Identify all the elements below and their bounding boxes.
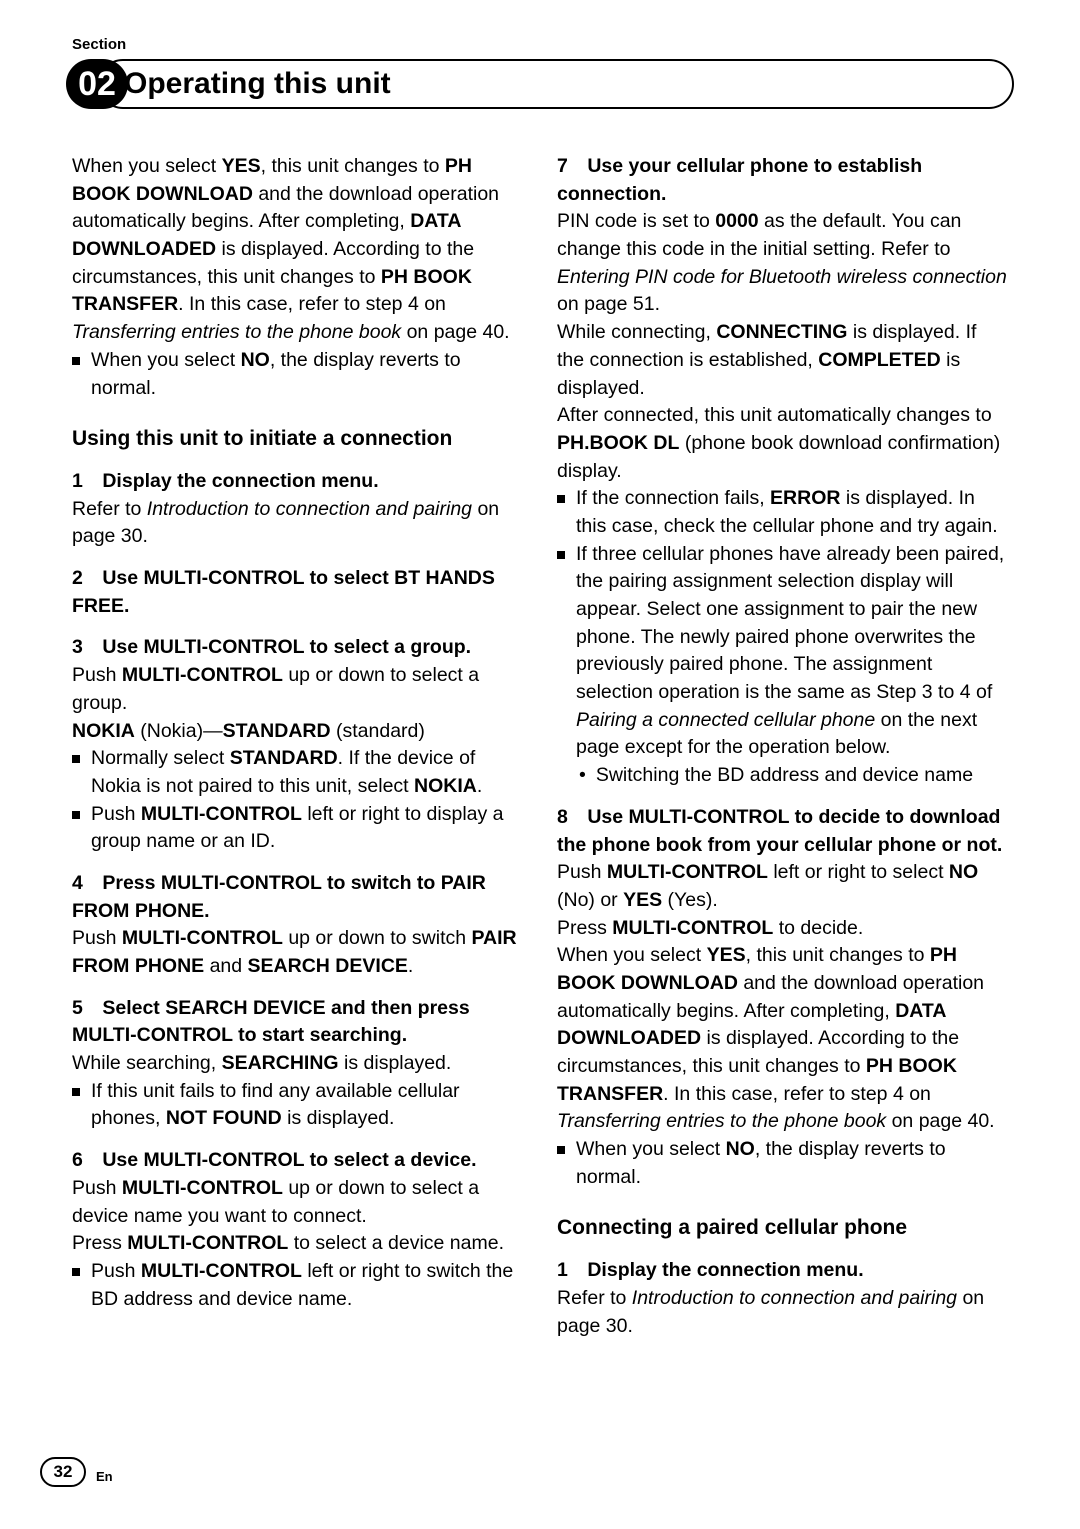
step-4-head: 4 Press MULTI-CONTROL to switch to PAIR … — [72, 870, 523, 925]
step-8-head: 8 Use MULTI-CONTROL to decide to downloa… — [557, 804, 1008, 859]
intro-bullet-text: When you select NO, the display reverts … — [91, 347, 523, 402]
step-3-bullet-1: Normally select STANDARD. If the device … — [72, 745, 523, 800]
step-5-bullet-text: If this unit fails to find any available… — [91, 1078, 523, 1133]
step-7-body-3: After connected, this unit automatically… — [557, 402, 1008, 485]
subhead-connecting-paired: Connecting a paired cellular phone — [557, 1213, 1008, 1243]
step-7-body-2: While connecting, CONNECTING is displaye… — [557, 319, 1008, 402]
section-number-badge: 02 — [66, 59, 128, 109]
step-3-bullet-2: Push MULTI-CONTROL left or right to disp… — [72, 801, 523, 856]
step-1-head: 1 Display the connection menu. — [72, 468, 523, 496]
subhead-initiate-connection: Using this unit to initiate a connection — [72, 424, 523, 454]
square-bullet-icon — [72, 357, 80, 365]
square-bullet-icon — [557, 1146, 565, 1154]
step-7-body-1: PIN code is set to 0000 as the default. … — [557, 208, 1008, 319]
language-label: En — [96, 1469, 113, 1484]
step-6-head: 6 Use MULTI-CONTROL to select a device. — [72, 1147, 523, 1175]
step-1-body: Refer to Introduction to connection and … — [72, 496, 523, 551]
step-5-head: 5 Select SEARCH DEVICE and then press MU… — [72, 995, 523, 1050]
step-3-body-1: Push MULTI-CONTROL up or down to select … — [72, 662, 523, 717]
sub2-step-1-head: 1 Display the connection menu. — [557, 1257, 1008, 1285]
square-bullet-icon — [72, 1088, 80, 1096]
square-bullet-icon — [72, 811, 80, 819]
content-columns: When you select YES, this unit changes t… — [66, 153, 1014, 1340]
step-4-body: Push MULTI-CONTROL up or down to switch … — [72, 925, 523, 980]
step-8-body-1: Push MULTI-CONTROL left or right to sele… — [557, 859, 1008, 914]
title-pill: Operating this unit — [98, 59, 1014, 109]
chapter-header: 02 Operating this unit — [66, 59, 1014, 109]
step-3-bullet-2-text: Push MULTI-CONTROL left or right to disp… — [91, 801, 523, 856]
step-3-bullet-1-text: Normally select STANDARD. If the device … — [91, 745, 523, 800]
step-6-body-2: Press MULTI-CONTROL to select a device n… — [72, 1230, 523, 1258]
square-bullet-icon — [557, 495, 565, 503]
step-7-bullet-1: If the connection fails, ERROR is displa… — [557, 485, 1008, 540]
square-bullet-icon — [557, 551, 565, 559]
step-2-head: 2 Use MULTI-CONTROL to select BT HANDS F… — [72, 565, 523, 620]
right-column: 7 Use your cellular phone to establish c… — [557, 153, 1008, 1340]
step-8-body-2: Press MULTI-CONTROL to decide. — [557, 915, 1008, 943]
intro-paragraph: When you select YES, this unit changes t… — [72, 153, 523, 347]
step-7-bullet-2: If three cellular phones have already be… — [557, 541, 1008, 763]
left-column: When you select YES, this unit changes t… — [72, 153, 523, 1340]
page-number: 32 — [40, 1457, 86, 1487]
step-8-bullet: When you select NO, the display reverts … — [557, 1136, 1008, 1191]
step-7-sub-bullet-text: Switching the BD address and device name — [579, 762, 973, 790]
section-label: Section — [72, 36, 1014, 53]
step-6-bullet: Push MULTI-CONTROL left or right to swit… — [72, 1258, 523, 1313]
step-3-head: 3 Use MULTI-CONTROL to select a group. — [72, 634, 523, 662]
square-bullet-icon — [72, 1268, 80, 1276]
page-footer: 32 En — [40, 1457, 113, 1487]
step-8-bullet-text: When you select NO, the display reverts … — [576, 1136, 1008, 1191]
chapter-title: Operating this unit — [124, 67, 391, 101]
step-7-head: 7 Use your cellular phone to establish c… — [557, 153, 1008, 208]
step-7-sub-bullet: Switching the BD address and device name — [557, 762, 1008, 790]
sub2-step-1-body: Refer to Introduction to connection and … — [557, 1285, 1008, 1340]
step-7-bullet-1-text: If the connection fails, ERROR is displa… — [576, 485, 1008, 540]
intro-bullet: When you select NO, the display reverts … — [72, 347, 523, 402]
step-7-bullet-2-text: If three cellular phones have already be… — [576, 541, 1008, 763]
step-6-body-1: Push MULTI-CONTROL up or down to select … — [72, 1175, 523, 1230]
step-3-body-2: NOKIA (Nokia)—STANDARD (standard) — [72, 718, 523, 746]
step-6-bullet-text: Push MULTI-CONTROL left or right to swit… — [91, 1258, 523, 1313]
step-8-body-3: When you select YES, this unit changes t… — [557, 942, 1008, 1136]
square-bullet-icon — [72, 755, 80, 763]
step-5-body: While searching, SEARCHING is displayed. — [72, 1050, 523, 1078]
step-5-bullet: If this unit fails to find any available… — [72, 1078, 523, 1133]
